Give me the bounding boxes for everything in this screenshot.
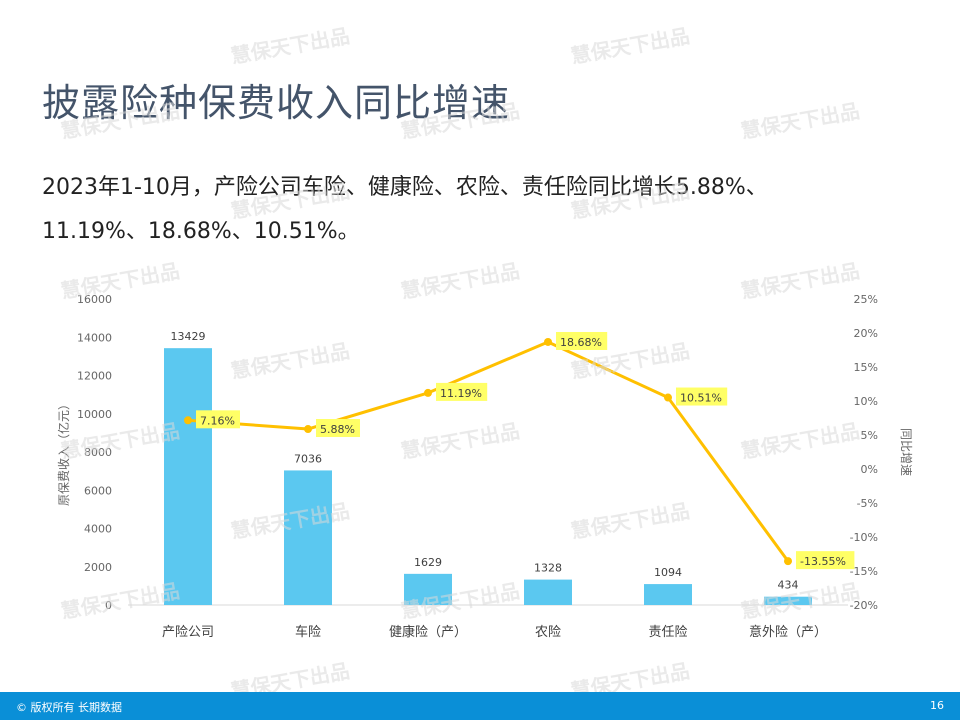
y-tick-label: 8000 — [84, 446, 112, 459]
bar — [644, 584, 692, 605]
y2-tick-label: 5% — [861, 429, 878, 442]
chart-container: 0 2000 4000 6000 8000 10000 12000 14000 16000 25%… — [0, 285, 960, 655]
bar — [164, 348, 212, 605]
growth-label-bg — [556, 331, 608, 350]
growth-value-label: 18.68% — [560, 336, 602, 349]
y2-tick-label: 10% — [854, 395, 878, 408]
growth-label-bg — [316, 419, 360, 438]
growth-value-label: 11.19% — [440, 387, 482, 400]
growth-point — [544, 337, 552, 346]
y-tick-label: 0 — [105, 599, 112, 612]
x-tick-label: 健康险（产） — [389, 624, 467, 640]
bar — [764, 596, 812, 605]
watermark-text: 慧保天下出品 — [229, 23, 352, 69]
y-tick-label: 16000 — [77, 293, 112, 306]
y2-axis-title: 同比增速 — [899, 428, 913, 476]
footer-bar: © 版权所有 长期数据 16 — [0, 692, 960, 720]
bar-value-label: 1328 — [534, 562, 562, 575]
bar-value-label: 434 — [778, 579, 799, 592]
y-tick-label: 14000 — [77, 331, 112, 344]
x-tick-label: 意外险（产） — [749, 624, 827, 640]
summary-line-1: 2023年1-10月，产险公司车险、健康险、农险、责任险同比增长5.88%、 — [42, 175, 768, 200]
growth-value-label: -13.55% — [800, 555, 846, 568]
bar — [404, 573, 452, 605]
growth-point — [184, 416, 192, 425]
x-tick-label: 车险 — [295, 624, 321, 640]
y2-tick-label: 15% — [854, 361, 878, 374]
slide-summary: 2023年1-10月，产险公司车险、健康险、农险、责任险同比增长5.88%、 1… — [42, 166, 922, 254]
growth-point — [424, 388, 432, 397]
growth-value-label: 7.16% — [200, 414, 235, 427]
bar-value-label: 1094 — [654, 566, 682, 579]
y2-tick-label: -5% — [857, 497, 878, 510]
y-axis-title: 原保费收入（亿元） — [56, 398, 71, 506]
growth-label-bg — [676, 387, 728, 406]
bar-value-label: 13429 — [171, 330, 206, 343]
slide-title: 披露险种保费收入同比增速 — [42, 81, 511, 125]
growth-point — [664, 393, 672, 402]
combo-chart: 0 2000 4000 6000 8000 10000 12000 14000 16000 25%… — [56, 293, 913, 640]
footer-copyright: © 版权所有 长期数据 — [16, 701, 122, 714]
growth-value-label: 5.88% — [320, 423, 355, 436]
bar-value-label: 1629 — [414, 556, 442, 569]
y2-tick-label: 0% — [861, 463, 878, 476]
summary-line-2: 11.19%、18.68%、10.51%。 — [42, 219, 360, 244]
y-tick-label: 10000 — [77, 408, 112, 421]
growth-label-bg — [196, 410, 240, 429]
growth-label-bg — [436, 382, 488, 401]
x-tick-label: 农险 — [535, 625, 561, 640]
y2-tick-label: -10% — [850, 531, 878, 544]
y-tick-label: 12000 — [77, 370, 112, 383]
y-tick-label: 2000 — [84, 561, 112, 574]
y2-tick-label: -20% — [850, 599, 878, 612]
watermark-text: 慧保天下出品 — [569, 23, 692, 69]
watermark-text: 慧保天下出品 — [739, 98, 862, 144]
y2-tick-label: 25% — [854, 293, 878, 306]
growth-point — [784, 557, 792, 566]
bar — [524, 579, 572, 605]
bar — [284, 470, 332, 605]
x-tick-label: 产险公司 — [162, 625, 214, 640]
y2-tick-label: -15% — [850, 565, 878, 578]
growth-point — [304, 425, 312, 434]
growth-value-label: 10.51% — [680, 392, 722, 405]
y2-tick-label: 20% — [854, 327, 878, 340]
y-tick-label: 6000 — [84, 484, 112, 497]
growth-line — [187, 340, 790, 563]
bar-value-label: 7036 — [294, 452, 322, 465]
page-number: 16 — [930, 699, 944, 712]
x-tick-label: 责任险 — [648, 625, 687, 640]
growth-label-bg — [796, 551, 855, 570]
y-tick-label: 4000 — [84, 523, 112, 536]
